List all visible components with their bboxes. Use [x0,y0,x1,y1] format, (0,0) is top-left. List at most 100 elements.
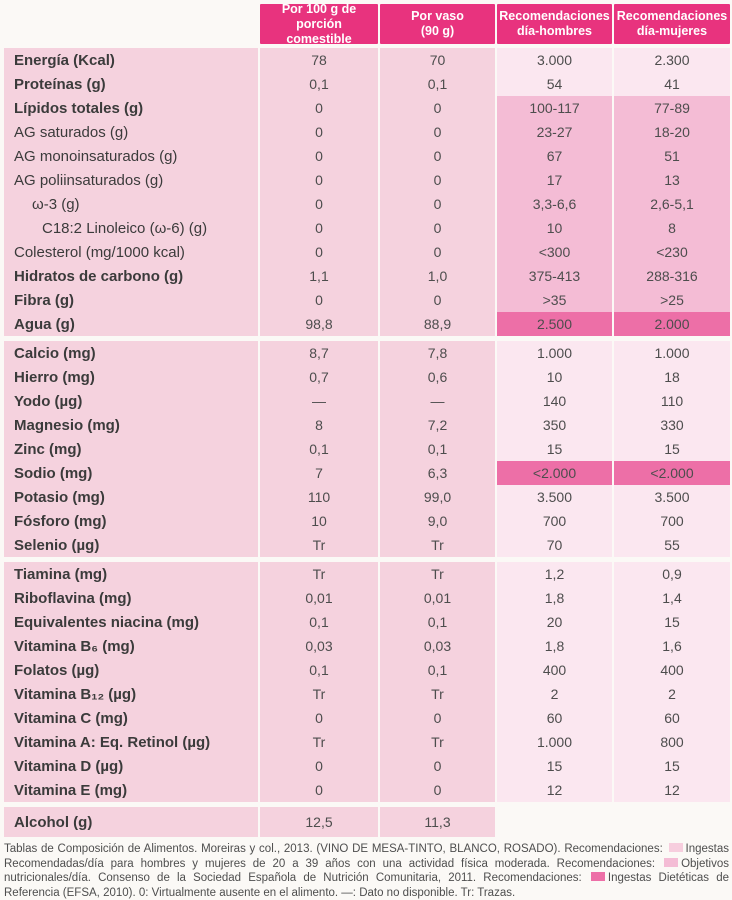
column-header-rec-women: Recomendaciones día-mujeres [614,4,730,44]
value-rec-men [497,807,612,837]
value-per-100g: — [260,389,378,413]
nutrition-table-body: Energía (Kcal) 78 70 3.000 2.300 Proteínas (g… [4,48,730,837]
value-rec-women: 51 [614,144,730,168]
column-header-per-glass: Por vaso (90 g) [380,4,495,44]
table-block: Alcohol (g) 12,5 11,3 [4,807,730,837]
value-per-100g: 10 [260,509,378,533]
value-rec-women: 800 [614,730,730,754]
row-label: Riboflavina (mg) [4,586,258,610]
row-label: Folatos (µg) [4,658,258,682]
row-label: Hidratos de carbono (g) [4,264,258,288]
table-block: Energía (Kcal) 78 70 3.000 2.300 Proteínas (g… [4,48,730,336]
row-label: Energía (Kcal) [4,48,258,72]
row-label: Agua (g) [4,312,258,336]
table-block: Tiamina (mg) Tr Tr 1,2 0,9 Riboflavina (mg) 0,… [4,562,730,802]
value-rec-men: 23-27 [497,120,612,144]
value-per-glass: 0 [380,706,495,730]
value-per-glass: 0 [380,754,495,778]
value-per-glass: 0 [380,192,495,216]
value-per-glass: 70 [380,48,495,72]
value-per-glass: 0,01 [380,586,495,610]
row-label: AG monoinsaturados (g) [4,144,258,168]
row-label: Magnesio (mg) [4,413,258,437]
value-per-glass: 0 [380,120,495,144]
value-per-100g: 0 [260,288,378,312]
value-per-glass: 6,3 [380,461,495,485]
value-rec-men: 2.500 [497,312,612,336]
legend-swatch-medium [664,857,679,867]
value-rec-men: 375-413 [497,264,612,288]
table-header-row: Por 100 g de porción comestible Por vaso… [4,2,730,46]
value-per-glass: 7,2 [380,413,495,437]
value-rec-women: 700 [614,509,730,533]
value-rec-men: 10 [497,216,612,240]
value-per-glass: 0 [380,240,495,264]
value-per-100g: Tr [260,682,378,706]
value-per-glass: 0 [380,288,495,312]
value-rec-women: 15 [614,610,730,634]
value-rec-men: 100-117 [497,96,612,120]
value-per-100g: 0 [260,192,378,216]
value-rec-women: 2.300 [614,48,730,72]
value-rec-women: 41 [614,72,730,96]
value-rec-men: 17 [497,168,612,192]
value-rec-men: <2.000 [497,461,612,485]
value-per-100g: Tr [260,730,378,754]
value-rec-men: 1.000 [497,341,612,365]
value-per-100g: 0,1 [260,72,378,96]
value-rec-men: 700 [497,509,612,533]
row-label: Colesterol (mg/1000 kcal) [4,240,258,264]
value-rec-men: 3.500 [497,485,612,509]
row-label: Potasio (mg) [4,485,258,509]
value-per-100g: 0,1 [260,437,378,461]
value-rec-women: >25 [614,288,730,312]
value-per-100g: 0 [260,96,378,120]
value-rec-women: 60 [614,706,730,730]
value-per-glass: Tr [380,562,495,586]
value-rec-women: 110 [614,389,730,413]
value-per-glass: 0,1 [380,658,495,682]
value-per-100g: 0 [260,216,378,240]
value-rec-men: 10 [497,365,612,389]
row-label: Proteínas (g) [4,72,258,96]
value-per-glass: 0,1 [380,610,495,634]
value-rec-men: 15 [497,437,612,461]
row-label: Tiamina (mg) [4,562,258,586]
value-per-glass: 0 [380,168,495,192]
value-per-100g: 0 [260,120,378,144]
value-rec-women: 1.000 [614,341,730,365]
value-rec-men: 67 [497,144,612,168]
column-header-per-100g: Por 100 g de porción comestible [260,2,378,46]
value-rec-women: 3.500 [614,485,730,509]
value-per-100g: 0,03 [260,634,378,658]
value-per-glass: 11,3 [380,807,495,837]
row-label: Fibra (g) [4,288,258,312]
row-label: Yodo (µg) [4,389,258,413]
value-rec-men: 3.000 [497,48,612,72]
row-label: Zinc (mg) [4,437,258,461]
value-per-100g: 1,1 [260,264,378,288]
value-rec-women: 77-89 [614,96,730,120]
value-rec-women: 55 [614,533,730,557]
value-per-glass: Tr [380,730,495,754]
value-rec-women: <230 [614,240,730,264]
value-per-100g: 0 [260,144,378,168]
column-header-rec-men: Recomendaciones día-hombres [497,4,612,44]
value-rec-men: 1,2 [497,562,612,586]
value-rec-men: 140 [497,389,612,413]
value-per-glass: 0,03 [380,634,495,658]
value-per-100g: 98,8 [260,312,378,336]
value-rec-women: 0,9 [614,562,730,586]
value-rec-women: 1,4 [614,586,730,610]
value-rec-men: 2 [497,682,612,706]
value-rec-men: 15 [497,754,612,778]
value-rec-men: 70 [497,533,612,557]
row-label: Hierro (mg) [4,365,258,389]
row-label: Selenio (µg) [4,533,258,557]
value-rec-men: 54 [497,72,612,96]
value-rec-women: <2.000 [614,461,730,485]
row-label: Calcio (mg) [4,341,258,365]
value-rec-men: 12 [497,778,612,802]
value-rec-women: 330 [614,413,730,437]
